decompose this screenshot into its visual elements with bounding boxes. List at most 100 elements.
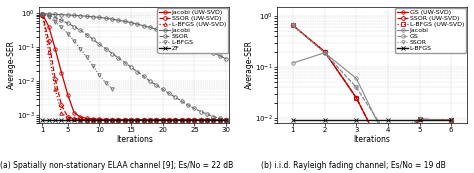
ZF xyxy=(160,119,165,121)
ZF xyxy=(59,119,64,121)
GS (UW-SVD) xyxy=(354,97,359,99)
L-BFGS (UW-SVD) xyxy=(40,13,46,16)
L-BFGS (UW-SVD) xyxy=(354,97,359,99)
SSOR xyxy=(210,116,216,118)
SSOR (UW-SVD) xyxy=(147,119,153,121)
Jacobi (UW-SVD) xyxy=(223,119,229,121)
L-BFGS xyxy=(90,65,96,67)
Jacobi xyxy=(135,23,140,25)
ZF xyxy=(122,119,128,121)
Jacobi (UW-SVD) xyxy=(173,119,178,121)
SSOR xyxy=(417,118,422,120)
L-BFGS (UW-SVD) xyxy=(103,119,109,121)
Y-axis label: Average-SER: Average-SER xyxy=(7,40,16,89)
SSOR (UW-SVD) xyxy=(290,24,296,26)
L-BFGS (UW-SVD) xyxy=(90,119,96,121)
SSOR (UW-SVD) xyxy=(135,119,140,121)
Jacobi (UW-SVD) xyxy=(147,119,153,121)
ZF xyxy=(116,119,121,121)
Jacobi xyxy=(90,16,96,18)
Y-axis label: Average-SER: Average-SER xyxy=(245,40,254,89)
GS (UW-SVD) xyxy=(448,119,454,121)
SSOR (UW-SVD) xyxy=(52,78,58,80)
Text: (a) Spatially non-stationary ELAA channel [9]; Es/No = 22 dB: (a) Spatially non-stationary ELAA channe… xyxy=(0,161,233,170)
Jacobi xyxy=(173,35,178,37)
Line: L-BFGS: L-BFGS xyxy=(41,12,114,91)
ZF xyxy=(154,119,159,121)
SSOR (UW-SVD) xyxy=(210,119,216,121)
Jacobi (UW-SVD) xyxy=(71,112,77,114)
Line: Jacobi: Jacobi xyxy=(291,51,453,145)
Jacobi (UW-SVD) xyxy=(109,119,115,121)
ZF xyxy=(147,119,153,121)
SSOR (UW-SVD) xyxy=(154,119,159,121)
L-BFGS (UW-SVD) xyxy=(128,119,134,121)
Jacobi (UW-SVD) xyxy=(122,119,128,121)
Jacobi (UW-SVD) xyxy=(198,119,204,121)
L-BFGS xyxy=(354,119,359,121)
SSOR xyxy=(147,80,153,82)
L-BFGS (UW-SVD) xyxy=(191,119,197,121)
SSOR (UW-SVD) xyxy=(84,119,90,121)
Jacobi (UW-SVD) xyxy=(40,13,46,16)
Jacobi xyxy=(185,40,191,42)
Jacobi (UW-SVD) xyxy=(141,119,146,121)
Jacobi (UW-SVD) xyxy=(217,119,223,121)
GS xyxy=(417,118,422,120)
SSOR xyxy=(128,66,134,68)
ZF xyxy=(78,119,83,121)
Jacobi xyxy=(40,13,46,15)
Jacobi (UW-SVD) xyxy=(90,118,96,120)
Line: GS (UW-SVD): GS (UW-SVD) xyxy=(291,24,453,162)
Line: SSOR (UW-SVD): SSOR (UW-SVD) xyxy=(41,13,228,121)
SSOR xyxy=(191,107,197,110)
ZF xyxy=(97,119,102,121)
Line: SSOR: SSOR xyxy=(291,24,453,138)
L-BFGS xyxy=(448,119,454,121)
SSOR xyxy=(71,25,77,28)
SSOR xyxy=(185,104,191,106)
L-BFGS (UW-SVD) xyxy=(385,159,391,161)
Jacobi xyxy=(204,49,210,51)
ZF xyxy=(191,119,197,121)
SSOR (UW-SVD) xyxy=(141,119,146,121)
Jacobi xyxy=(109,18,115,20)
Line: L-BFGS: L-BFGS xyxy=(291,119,453,122)
ZF xyxy=(217,119,223,121)
SSOR xyxy=(109,52,115,54)
SSOR xyxy=(166,92,172,94)
SSOR (UW-SVD) xyxy=(160,119,165,121)
GS xyxy=(385,135,391,137)
SSOR xyxy=(160,88,165,90)
SSOR (UW-SVD) xyxy=(354,97,359,99)
SSOR xyxy=(90,38,96,40)
ZF xyxy=(141,119,146,121)
SSOR (UW-SVD) xyxy=(223,119,229,121)
Text: (b) i.i.d. Rayleigh fading channel; Es/No = 19 dB: (b) i.i.d. Rayleigh fading channel; Es/N… xyxy=(261,161,446,170)
Jacobi xyxy=(417,118,422,120)
ZF xyxy=(65,119,71,121)
L-BFGS (UW-SVD) xyxy=(179,119,184,121)
Jacobi (UW-SVD) xyxy=(179,119,184,121)
Jacobi xyxy=(160,30,165,32)
Line: SSOR: SSOR xyxy=(41,12,228,121)
SSOR xyxy=(198,111,204,113)
SSOR (UW-SVD) xyxy=(217,119,223,121)
L-BFGS (UW-SVD) xyxy=(65,117,71,119)
Jacobi (UW-SVD) xyxy=(128,119,134,121)
SSOR xyxy=(448,119,454,121)
Jacobi xyxy=(141,25,146,27)
Line: Jacobi (UW-SVD): Jacobi (UW-SVD) xyxy=(41,13,228,121)
SSOR xyxy=(59,19,64,21)
SSOR (UW-SVD) xyxy=(417,118,422,120)
Jacobi (UW-SVD) xyxy=(160,119,165,121)
L-BFGS xyxy=(290,119,296,121)
Jacobi (UW-SVD) xyxy=(103,119,109,121)
ZF xyxy=(173,119,178,121)
ZF xyxy=(109,119,115,121)
SSOR (UW-SVD) xyxy=(78,118,83,120)
L-BFGS (UW-SVD) xyxy=(448,119,454,121)
Jacobi xyxy=(154,28,159,30)
SSOR (UW-SVD) xyxy=(185,119,191,121)
L-BFGS (UW-SVD) xyxy=(417,118,422,120)
